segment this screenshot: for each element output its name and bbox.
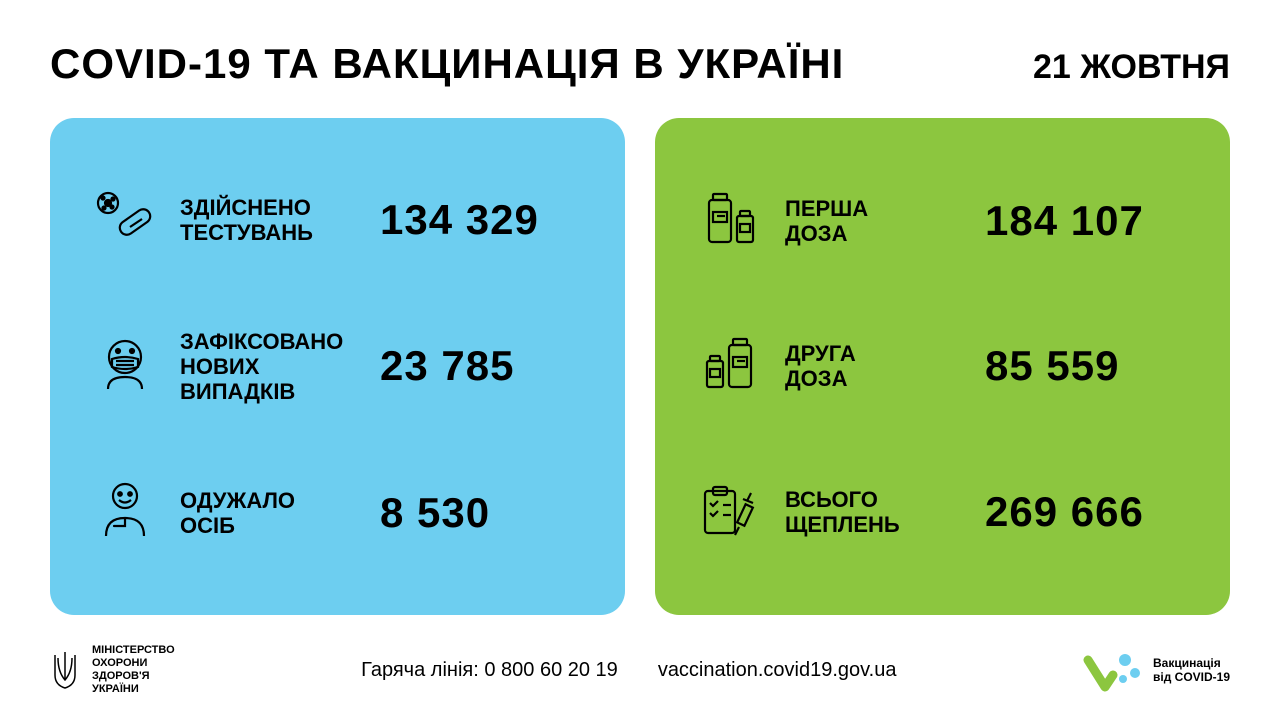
recovered-value: 8 530 <box>380 489 490 537</box>
footer: МІНІСТЕРСТВООХОРОНИЗДОРОВ'ЯУКРАЇНИ Гаряч… <box>50 640 1230 700</box>
trident-icon <box>50 650 80 690</box>
vax-brand-text: Вакцинаціявід COVID-19 <box>1153 656 1230 685</box>
dose2-row: ДРУГАДОЗА 85 559 <box>695 331 1190 401</box>
cases-label: ЗАФІКСОВАНОНОВИХВИПАДКІВ <box>180 329 360 405</box>
hotline-text: Гаряча лінія: 0 800 60 20 19 <box>361 659 618 682</box>
ministry-block: МІНІСТЕРСТВООХОРОНИЗДОРОВ'ЯУКРАЇНИ <box>50 644 175 697</box>
page-title: COVID-19 ТА ВАКЦИНАЦІЯ В УКРАЇНІ <box>50 40 844 88</box>
covid-panel: ЗДІЙСНЕНОТЕСТУВАНЬ 134 329 ЗАФІКСОВАНОНО… <box>50 118 625 615</box>
cases-value: 23 785 <box>380 342 514 390</box>
dose1-row: ПЕРШАДОЗА 184 107 <box>695 186 1190 256</box>
website-text: vaccination.covid19.gov.ua <box>658 659 897 682</box>
recovered-person-icon <box>90 478 160 548</box>
ministry-text: МІНІСТЕРСТВООХОРОНИЗДОРОВ'ЯУКРАЇНИ <box>92 644 175 697</box>
tests-label: ЗДІЙСНЕНОТЕСТУВАНЬ <box>180 195 360 246</box>
test-tube-icon <box>90 185 160 255</box>
tests-row: ЗДІЙСНЕНОТЕСТУВАНЬ 134 329 <box>90 185 585 255</box>
masked-person-icon <box>90 331 160 401</box>
dose1-label: ПЕРШАДОЗА <box>785 196 965 247</box>
vax-logo-icon <box>1083 645 1143 695</box>
dose2-label: ДРУГАДОЗА <box>785 341 965 392</box>
total-value: 269 666 <box>985 488 1144 536</box>
vials-alt-icon <box>695 331 765 401</box>
vaccination-panel: ПЕРШАДОЗА 184 107 ДРУГАДОЗА 85 559 <box>655 118 1230 615</box>
recovered-label: ОДУЖАЛООСІБ <box>180 488 360 539</box>
report-date: 21 ЖОВТНЯ <box>1033 48 1230 87</box>
cases-row: ЗАФІКСОВАНОНОВИХВИПАДКІВ 23 785 <box>90 329 585 405</box>
vials-icon <box>695 186 765 256</box>
tests-value: 134 329 <box>380 196 539 244</box>
total-label: ВСЬОГОЩЕПЛЕНЬ <box>785 487 965 538</box>
clipboard-syringe-icon <box>695 477 765 547</box>
dose1-value: 184 107 <box>985 197 1144 245</box>
recovered-row: ОДУЖАЛООСІБ 8 530 <box>90 478 585 548</box>
vax-brand-block: Вакцинаціявід COVID-19 <box>1083 645 1230 695</box>
dose2-value: 85 559 <box>985 342 1119 390</box>
hotline-block: Гаряча лінія: 0 800 60 20 19 vaccination… <box>361 659 896 682</box>
total-row: ВСЬОГОЩЕПЛЕНЬ 269 666 <box>695 477 1190 547</box>
